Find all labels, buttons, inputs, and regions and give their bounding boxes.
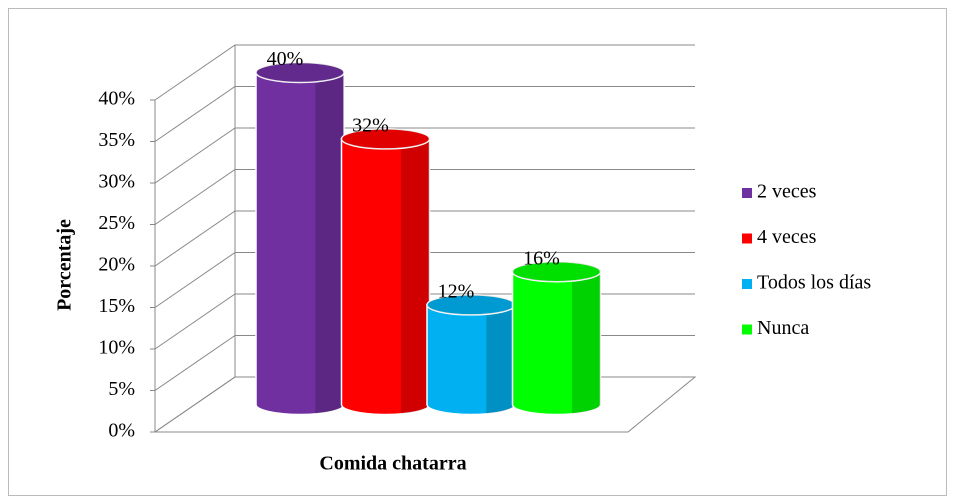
y-tick-label: 40% xyxy=(98,88,135,110)
y-tick-label: 15% xyxy=(98,295,135,317)
cylinder-top-shade xyxy=(256,62,344,83)
cylinder-shadow xyxy=(315,72,344,414)
y-tick-label: 25% xyxy=(98,212,135,234)
cylinder-top xyxy=(511,260,602,283)
value-label: 12% xyxy=(438,280,475,302)
legend-swatch xyxy=(742,233,752,244)
legend-label: Todos los días xyxy=(757,272,871,294)
y-axis-title: Porcentaje xyxy=(54,219,76,311)
legend-swatch xyxy=(742,324,752,335)
value-label: 32% xyxy=(352,114,389,136)
y-tick-label: 10% xyxy=(98,337,135,359)
legend-label: 4 veces xyxy=(757,226,817,248)
cylinder xyxy=(511,270,602,416)
cylinder-top-shade xyxy=(341,128,430,149)
cylinder-top xyxy=(340,128,431,150)
cylinder-shadow xyxy=(486,304,515,414)
cylinder-shadow xyxy=(571,271,601,414)
y-tick-label: 30% xyxy=(98,171,135,193)
y-tick-label: 5% xyxy=(108,378,135,400)
y-tick-label: 35% xyxy=(98,129,135,151)
legend-label: 2 veces xyxy=(757,181,817,203)
x-tick-label: Comida chatarra xyxy=(319,453,466,475)
legend-swatch xyxy=(742,279,752,289)
legend-label: Nunca xyxy=(757,317,809,339)
cylinder-top-shade xyxy=(512,261,601,282)
value-label: 16% xyxy=(523,247,560,269)
legend-swatch xyxy=(742,188,752,198)
cylinder-top xyxy=(255,61,345,84)
y-tick-label: 0% xyxy=(108,420,135,442)
value-label: 40% xyxy=(267,48,304,70)
y-tick-label: 20% xyxy=(98,254,135,276)
cylinder-top-shade xyxy=(427,294,515,315)
cylinder-shadow xyxy=(400,138,430,414)
